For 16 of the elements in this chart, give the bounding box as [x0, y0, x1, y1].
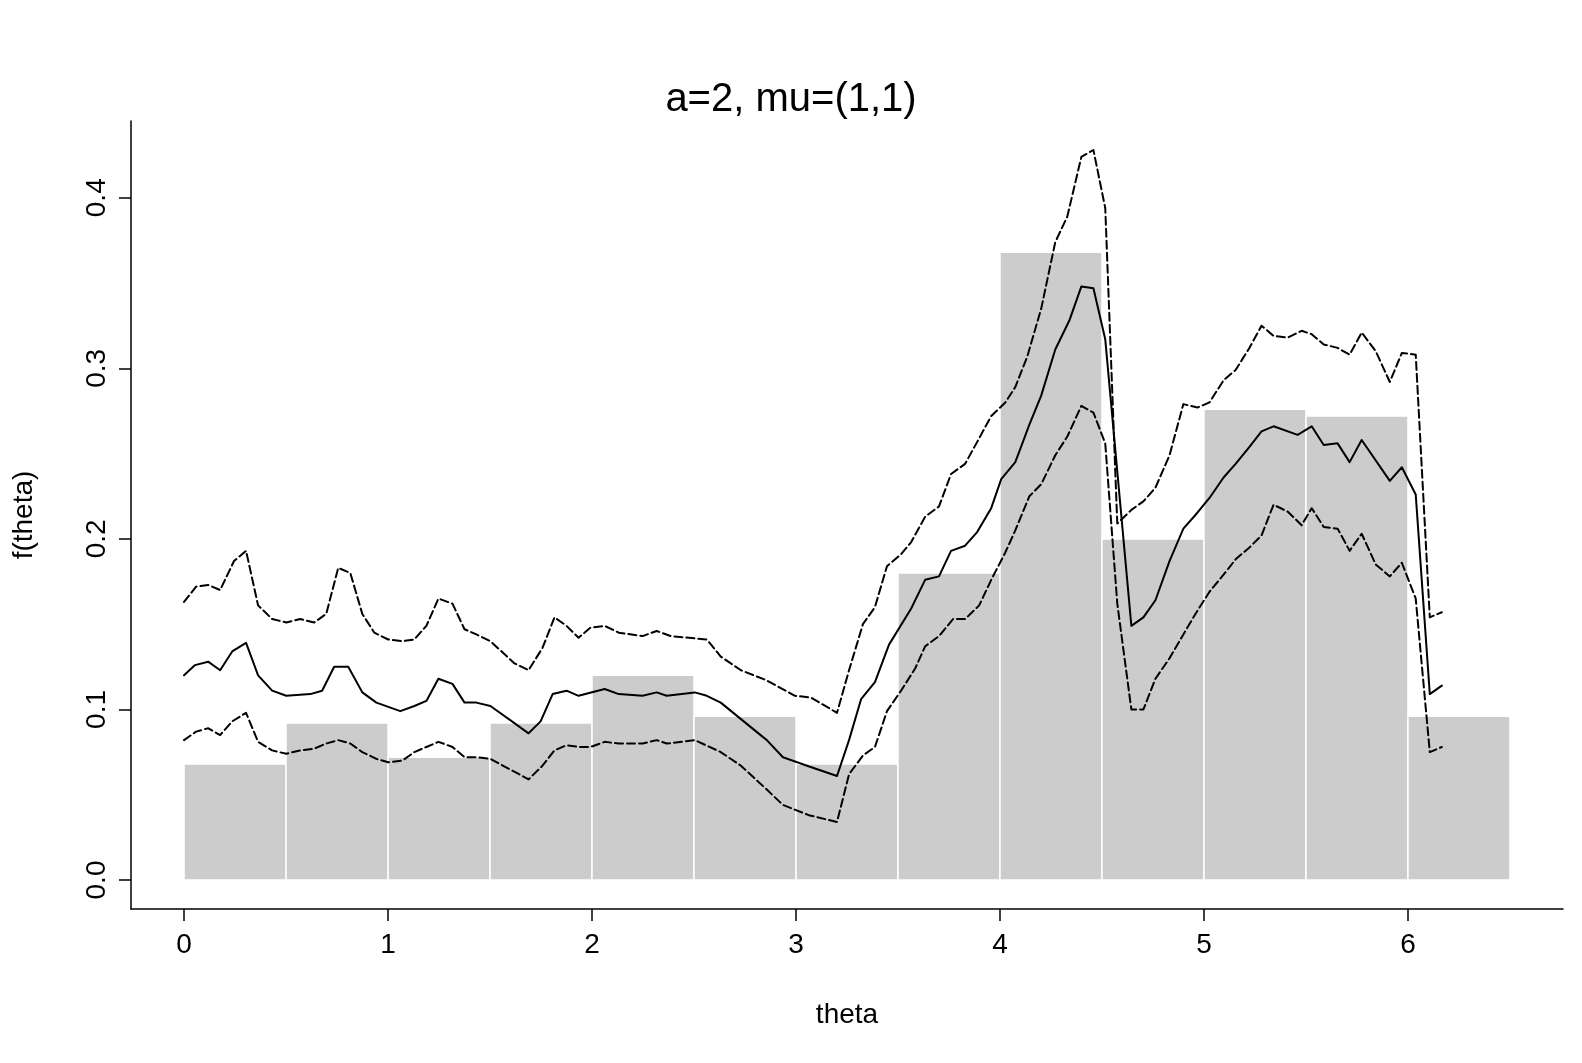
y-tick-label: 0.1 [79, 689, 111, 729]
y-tick-label: 0.0 [79, 860, 111, 900]
y-axis-title: f(theta) [6, 470, 38, 560]
x-tick-label: 3 [788, 927, 804, 959]
y-tick-label: 0.3 [79, 348, 111, 388]
x-tick-label: 6 [1400, 927, 1416, 959]
x-axis-title: theta [815, 997, 879, 1029]
line-series [183, 404, 1443, 824]
x-tick-label: 4 [992, 927, 1008, 959]
x-tick-label: 1 [380, 927, 396, 959]
chart-title: a=2, mu=(1,1) [665, 75, 917, 119]
y-tick-label: 0.4 [79, 178, 111, 218]
y-tick-label: 0.2 [79, 519, 111, 559]
x-tick-label: 5 [1196, 927, 1212, 959]
x-tick-label: 0 [176, 927, 192, 959]
x-tick-label: 2 [584, 927, 600, 959]
